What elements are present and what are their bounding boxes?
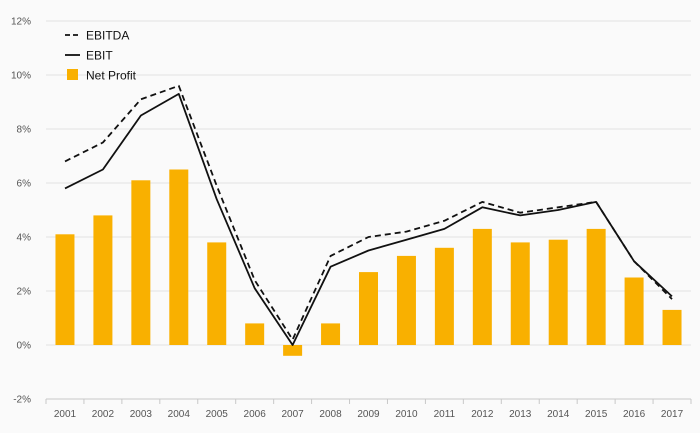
x-tick-label: 2011 — [434, 409, 456, 420]
x-tick-label: 2004 — [168, 409, 191, 420]
x-tick-label: 2002 — [92, 409, 115, 420]
bar-net-profit — [207, 242, 227, 345]
bar-net-profit — [131, 180, 151, 345]
legend: EBITDA EBIT Net Profit — [65, 29, 137, 83]
line-ebit — [64, 93, 673, 346]
bar-net-profit — [624, 277, 644, 345]
bar-net-profit — [169, 169, 189, 345]
legend-label: EBITDA — [86, 29, 129, 43]
y-tick-label: 2% — [17, 287, 32, 298]
legend-label: Net Profit — [86, 69, 137, 83]
bar-net-profit — [359, 272, 378, 345]
y-tick-label: 12% — [11, 17, 31, 28]
y-tick-label: 4% — [17, 233, 32, 244]
bar-net-profit — [321, 323, 341, 345]
bar-net-profit — [472, 228, 492, 345]
legend-item: EBIT — [65, 49, 113, 63]
x-tick-label: 2006 — [244, 409, 267, 420]
x-tick-label: 2009 — [357, 409, 380, 420]
x-tick-label: 2010 — [395, 409, 418, 420]
bar-net-profit — [586, 228, 606, 345]
x-tick-label: 2001 — [54, 409, 77, 420]
x-tick-label: 2013 — [509, 409, 532, 420]
x-tick-label: 2016 — [623, 409, 646, 420]
line-ebitda — [64, 84, 673, 341]
y-tick-label: 10% — [11, 71, 31, 82]
bar-net-profit — [510, 242, 530, 345]
legend-label: EBIT — [86, 49, 113, 63]
y-tick-label: 8% — [17, 125, 32, 136]
bar-net-profit — [396, 255, 416, 345]
x-tick-label: 2014 — [547, 409, 570, 420]
x-tick-label: 2012 — [471, 409, 494, 420]
x-tick-label: 2015 — [585, 409, 608, 420]
bar-net-profit — [283, 345, 303, 356]
y-tick-label: 6% — [17, 179, 32, 190]
legend-item: EBITDA — [65, 29, 129, 43]
bar-net-profit — [434, 247, 454, 345]
bar-net-profit — [548, 239, 568, 345]
x-tick-label: 2017 — [661, 409, 684, 420]
y-axis-labels: -2% 0% 2% 4% 6% 8% 10% 12% — [11, 17, 31, 406]
legend-swatch-net-profit — [67, 69, 78, 80]
bar-net-profit — [245, 323, 265, 345]
x-tick-label: 2007 — [281, 409, 304, 420]
x-tick-label: 2008 — [319, 409, 342, 420]
series-lines — [64, 84, 673, 346]
y-tick-label: 0% — [17, 341, 32, 352]
x-tick-label: 2005 — [206, 409, 229, 420]
net-profit-bars — [55, 169, 682, 356]
x-axis: 2001 2002 2003 2004 2005 2006 2007 2008 2009 2010… — [45, 398, 692, 420]
bar-net-profit — [662, 309, 682, 345]
bar-net-profit — [55, 234, 75, 345]
legend-item: Net Profit — [67, 69, 137, 83]
x-tick-label: 2003 — [130, 409, 153, 420]
bar-net-profit — [93, 215, 113, 345]
y-tick-label: -2% — [13, 395, 31, 406]
